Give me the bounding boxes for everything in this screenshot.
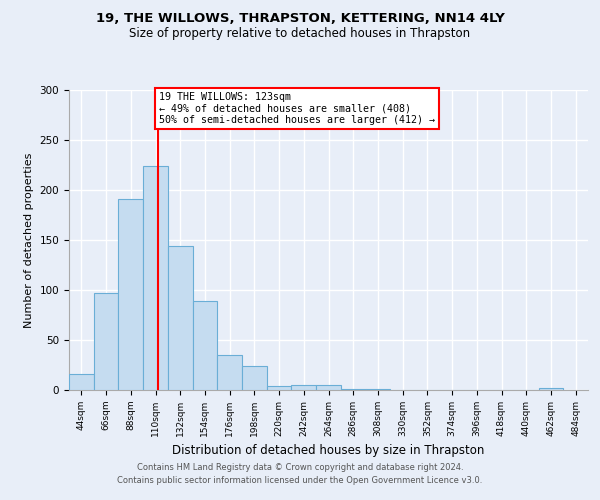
Text: Contains public sector information licensed under the Open Government Licence v3: Contains public sector information licen… <box>118 476 482 485</box>
Bar <box>365 389 390 390</box>
Y-axis label: Number of detached properties: Number of detached properties <box>24 152 34 328</box>
Bar <box>242 366 267 390</box>
Bar <box>118 199 143 390</box>
Bar <box>267 386 292 390</box>
Text: Size of property relative to detached houses in Thrapston: Size of property relative to detached ho… <box>130 28 470 40</box>
Bar <box>168 246 193 390</box>
Bar <box>94 293 118 390</box>
Bar <box>143 166 168 390</box>
Text: Contains HM Land Registry data © Crown copyright and database right 2024.: Contains HM Land Registry data © Crown c… <box>137 464 463 472</box>
Bar <box>217 355 242 390</box>
Bar <box>193 301 217 390</box>
Bar <box>292 385 316 390</box>
Text: 19, THE WILLOWS, THRAPSTON, KETTERING, NN14 4LY: 19, THE WILLOWS, THRAPSTON, KETTERING, N… <box>95 12 505 26</box>
X-axis label: Distribution of detached houses by size in Thrapston: Distribution of detached houses by size … <box>172 444 485 458</box>
Text: 19 THE WILLOWS: 123sqm
← 49% of detached houses are smaller (408)
50% of semi-de: 19 THE WILLOWS: 123sqm ← 49% of detached… <box>159 92 435 125</box>
Bar <box>316 385 341 390</box>
Bar <box>341 389 365 390</box>
Bar <box>539 388 563 390</box>
Bar <box>69 374 94 390</box>
